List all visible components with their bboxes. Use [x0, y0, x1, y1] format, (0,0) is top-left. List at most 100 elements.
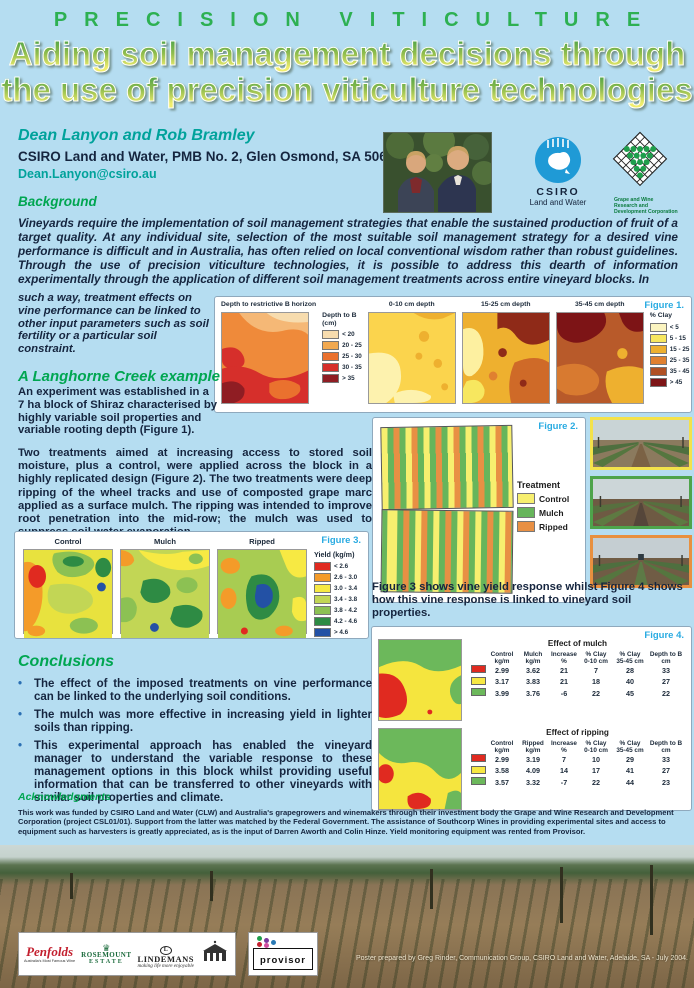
cell: 3.83: [526, 677, 540, 686]
row-swatch: [470, 754, 486, 762]
legend-swatch: [314, 606, 331, 615]
cell: 22: [592, 688, 600, 698]
ripping-table-title: Effect of ripping: [546, 728, 609, 737]
rosemount-name-1: ROSEMOUNT: [81, 950, 132, 959]
legend-swatch: [517, 507, 535, 518]
legend-label: 30 - 35: [342, 364, 362, 371]
yield-contour-mulch: [120, 549, 210, 638]
title-line-1: Aiding soil management decisions through: [0, 35, 694, 72]
row-swatch: [470, 777, 486, 785]
fence-post: [210, 871, 213, 901]
legend-depth-title-l1: Depth to B: [322, 312, 357, 319]
legend-entry: 15 - 25: [649, 344, 689, 354]
rosemount-name-2: ESTATE: [88, 958, 124, 965]
legend-entry: < 2.6: [314, 562, 357, 571]
legend-depth-title: Depth to B (cm): [322, 312, 362, 327]
legend-entry: 20 - 25: [322, 341, 362, 350]
map-title-depth: Depth to restrictive B horizon: [221, 301, 317, 308]
yield-map-title-mulch: Mulch: [154, 537, 176, 546]
yield-map-control: Control: [23, 537, 113, 639]
figure-1-content: Depth to restrictive B horizon Depth: [215, 297, 691, 404]
cell: 33: [662, 754, 670, 764]
conclusion-text: This experimental approach has enabled t…: [34, 740, 372, 804]
mulch-table-wrap: Effect of mulch Control kg/m Mulch kg/m In…: [470, 639, 685, 700]
conclusion-item: The mulch was more effective in increasi…: [18, 709, 372, 735]
legend-label: > 4.6: [334, 629, 349, 636]
map-title-15-25: 15-25 cm depth: [481, 301, 531, 308]
legend-label: < 20: [342, 331, 355, 338]
row-swatch: [470, 676, 486, 685]
cell: 3.32: [526, 777, 540, 787]
table-row: 3.17 3.83 21 18 40 27: [470, 676, 684, 689]
th: Depth to B: [649, 740, 683, 747]
provisor-name: provisor: [259, 955, 306, 966]
gwrdc-line3: Development Corporation: [614, 209, 678, 215]
figure-3-content: Control: [15, 532, 368, 639]
contour-map-clay-0-10: [367, 312, 456, 404]
cell: 23: [662, 777, 670, 787]
map-clay-0-10: 0-10 cm depth: [367, 301, 456, 404]
legend-swatch: [322, 363, 340, 372]
authors: Dean Lanyon and Rob Bramley: [18, 127, 255, 144]
mulch-table: Control kg/m Mulch kg/m Increase% % Clay 0-…: [470, 651, 684, 700]
cell: 3.57: [495, 777, 509, 787]
th: Increase: [551, 740, 577, 747]
contour-map-clay-35-45: [555, 312, 644, 404]
legend-entry: 2.6 - 3.0: [314, 573, 357, 582]
rosemount-logo: ♛ ROSEMOUNT ESTATE: [81, 943, 132, 965]
gwrdc-diamond-icon: [612, 131, 668, 187]
email-link[interactable]: Dean.Lanyon@csiro.au: [18, 167, 157, 181]
conclusion-item: This experimental approach has enabled t…: [18, 740, 372, 805]
legend-label: < 5: [669, 323, 679, 331]
legend-swatch: [322, 330, 340, 339]
legend-swatch: [314, 628, 331, 637]
legend-label: 2.6 - 3.0: [334, 574, 358, 581]
cell: 21: [560, 665, 568, 675]
background-heading: Background: [18, 194, 97, 209]
penfolds-tagline: Australia's Most Famous Wine: [24, 958, 76, 963]
legend-swatch: [322, 352, 340, 361]
legend-label: Ripped: [539, 521, 568, 532]
authors-photo-image: [384, 133, 491, 212]
background-paragraph-1: Vineyards require the implementation of …: [18, 216, 678, 286]
gwrdc-logo-text: Grape and Wine Research and Development …: [614, 197, 680, 215]
provisor-name-box: provisor: [253, 948, 313, 970]
cell: 3.99: [495, 688, 509, 698]
th: Increase: [551, 651, 577, 658]
gwrdc-logo: Grape and Wine Research and Development …: [600, 128, 680, 215]
legend-label: 20 - 25: [342, 342, 362, 349]
cell: 2.99: [495, 665, 509, 675]
yield-map-ripped: Ripped: [217, 537, 307, 639]
legend-label: 3.0 - 3.4: [334, 585, 358, 592]
treatment-legend: Treatment Control Mulch Ripped: [517, 480, 569, 535]
figure-1-box: Figure 1. Depth to restrictive B horizon: [214, 296, 692, 413]
winery-building-logo: [200, 939, 230, 969]
legend-swatch: [517, 521, 535, 532]
legend-swatch: [314, 617, 331, 626]
conclusion-text: The mulch was more effective in increasi…: [34, 709, 372, 734]
sponsor-logo-panel: Penfolds Australia's Most Famous Wine ♛ …: [18, 932, 236, 976]
legend-clay: % Clay < 5 5 - 15 15 - 25 25 - 35 35 - 4…: [649, 301, 689, 404]
cell: 21: [560, 677, 568, 686]
map-depth-to-b: Depth to restrictive B horizon: [221, 301, 316, 404]
table-row: 2.99 3.19 7 10 29 33: [470, 754, 684, 766]
cell: 3.76: [526, 688, 540, 698]
th: Control: [490, 740, 514, 747]
legend-swatch: [649, 377, 667, 387]
legend-depth-title-l2: (cm): [322, 319, 337, 327]
cell: 3.58: [495, 766, 509, 775]
yield-legend: Yield (kg/m) < 2.6 2.6 - 3.0 3.0 - 3.4 3…: [314, 537, 357, 639]
csiro-logo-icon: [535, 137, 581, 183]
winery-building-icon: [202, 940, 227, 961]
yield-legend-title: Yield (kg/m): [314, 550, 355, 559]
authors-photo: [383, 132, 492, 213]
legend-entry: > 35: [322, 374, 362, 383]
bullet-dot: [18, 678, 34, 704]
treatment-stripe-row-1: [380, 424, 514, 511]
legend-swatch: [649, 344, 667, 354]
table-row: 3.57 3.32 -7 22 44 23: [470, 777, 684, 789]
figure-4-label: Figure 4.: [644, 630, 684, 641]
poster-title: Aiding soil management decisions through…: [0, 35, 694, 108]
yield-contour-ripped: [217, 549, 307, 638]
lindemans-oval-icon: L: [159, 945, 172, 955]
